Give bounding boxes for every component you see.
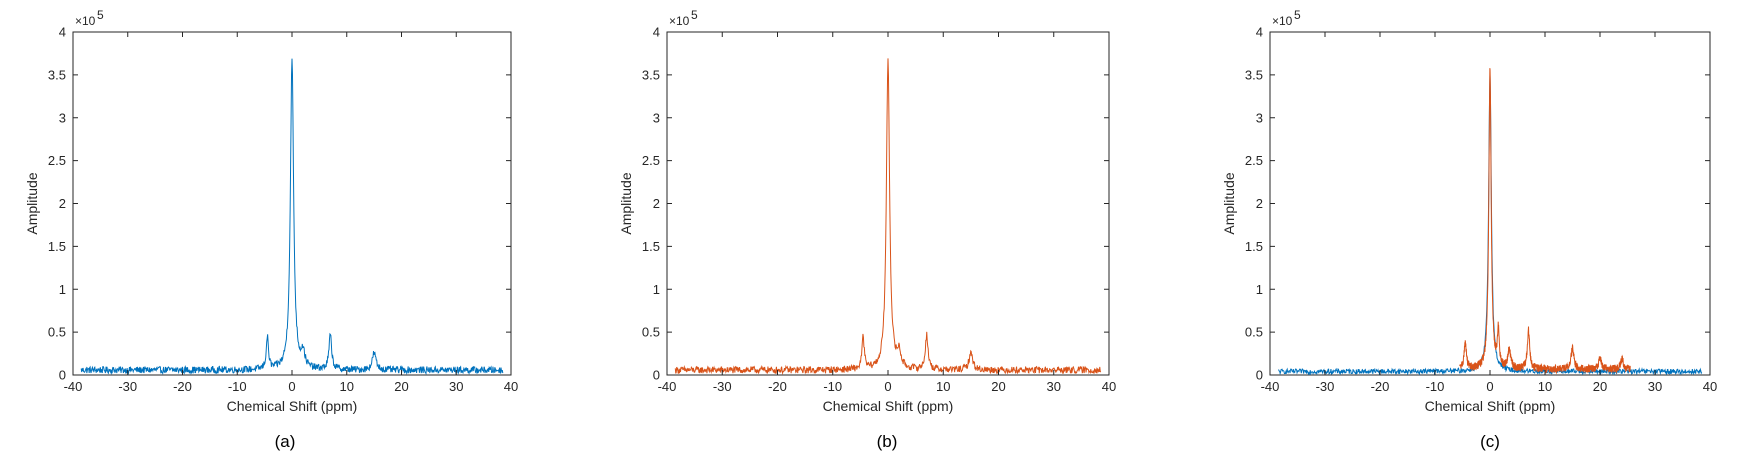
y-tick-label: 0 (653, 368, 660, 383)
y-tick-label: 2.5 (48, 153, 66, 168)
y-exponent-label: 5 (691, 8, 698, 22)
x-tick-label: -30 (118, 379, 137, 394)
y-multiplier-label: ×10 (75, 14, 96, 28)
y-tick-label: 3 (59, 110, 66, 125)
x-tick-label: -40 (64, 379, 83, 394)
x-tick-label: -10 (823, 379, 842, 394)
y-tick-label: 3.5 (1245, 67, 1263, 82)
x-tick-label: 40 (1703, 379, 1717, 394)
y-tick-label: 3.5 (48, 67, 66, 82)
x-tick-label: 20 (1593, 379, 1607, 394)
y-tick-label: 0 (1256, 368, 1263, 383)
x-axis-label: Chemical Shift (ppm) (227, 398, 358, 414)
y-exponent-label: 5 (1294, 8, 1301, 22)
y-tick-label: 1 (1256, 282, 1263, 297)
y-tick-label: 2.5 (642, 153, 660, 168)
x-tick-label: 30 (449, 379, 463, 394)
x-tick-label: 0 (1486, 379, 1493, 394)
y-tick-label: 4 (653, 25, 660, 40)
y-multiplier-label: ×10 (669, 14, 690, 28)
y-tick-label: 2 (1256, 196, 1263, 211)
x-tick-label: -20 (173, 379, 192, 394)
x-axis-label: Chemical Shift (ppm) (1425, 398, 1556, 414)
x-tick-label: 20 (394, 379, 408, 394)
series-line-1 (80, 58, 504, 375)
y-tick-label: 4 (1256, 25, 1263, 40)
panel-caption: (a) (275, 432, 296, 451)
x-tick-label: 0 (288, 379, 295, 394)
series-line-1 (674, 58, 1102, 375)
y-exponent-label: 5 (97, 8, 104, 22)
y-tick-label: 1 (59, 282, 66, 297)
panel-caption: (c) (1480, 432, 1500, 451)
y-axis-label: Amplitude (24, 172, 40, 234)
y-tick-label: 0.5 (642, 325, 660, 340)
y-tick-label: 4 (59, 25, 66, 40)
y-tick-label: 3 (653, 110, 660, 125)
y-tick-label: 1.5 (642, 239, 660, 254)
y-tick-label: 3.5 (642, 67, 660, 82)
y-tick-label: 1 (653, 282, 660, 297)
y-tick-label: 2 (59, 196, 66, 211)
chart-panel-c: -40 -30 -20 -10 0 10 20 30 40 0 0.5 1 1.5 2 2.5 3 3.5 4 ×1… (1221, 8, 1717, 451)
x-tick-label: -40 (658, 379, 677, 394)
x-tick-label: -30 (1316, 379, 1335, 394)
x-tick-label: 10 (1538, 379, 1552, 394)
y-tick-label: 1.5 (48, 239, 66, 254)
y-tick-label: 0.5 (48, 325, 66, 340)
x-tick-label: -30 (713, 379, 732, 394)
x-tick-label: -10 (228, 379, 247, 394)
x-tick-label: -40 (1261, 379, 1280, 394)
x-tick-label: 30 (1648, 379, 1662, 394)
x-tick-label: 0 (884, 379, 891, 394)
x-axis-label: Chemical Shift (ppm) (823, 398, 954, 414)
chart-panel-b: -40 -30 -20 -10 0 10 20 30 40 0 0.5 1 1.5 2 2.5 3 3.5 4 ×1… (618, 8, 1116, 451)
y-axis-label: Amplitude (1221, 172, 1237, 234)
x-tick-label: -10 (1426, 379, 1445, 394)
x-tick-label: 20 (991, 379, 1005, 394)
y-axis-label: Amplitude (618, 172, 634, 234)
y-tick-label: 0 (59, 368, 66, 383)
y-tick-label: 1.5 (1245, 239, 1263, 254)
y-multiplier-label: ×10 (1272, 14, 1293, 28)
panel-caption: (b) (877, 432, 898, 451)
x-tick-label: 10 (936, 379, 950, 394)
x-tick-label: 10 (340, 379, 354, 394)
y-tick-label: 2 (653, 196, 660, 211)
series-line-2 (1459, 68, 1631, 375)
x-tick-label: -20 (1371, 379, 1390, 394)
x-tick-label: 40 (504, 379, 518, 394)
x-tick-label: 40 (1102, 379, 1116, 394)
x-tick-label: -20 (768, 379, 787, 394)
x-tick-label: 30 (1047, 379, 1061, 394)
plot-area (72, 31, 512, 376)
chart-panel-a: -40 -30 -20 -10 0 10 20 30 40 0 0.5 1 1.5 2 2.5 3 3.5 4 ×1… (24, 8, 518, 451)
plot-area (666, 31, 1110, 376)
y-tick-label: 0.5 (1245, 325, 1263, 340)
y-tick-label: 3 (1256, 110, 1263, 125)
y-tick-label: 2.5 (1245, 153, 1263, 168)
